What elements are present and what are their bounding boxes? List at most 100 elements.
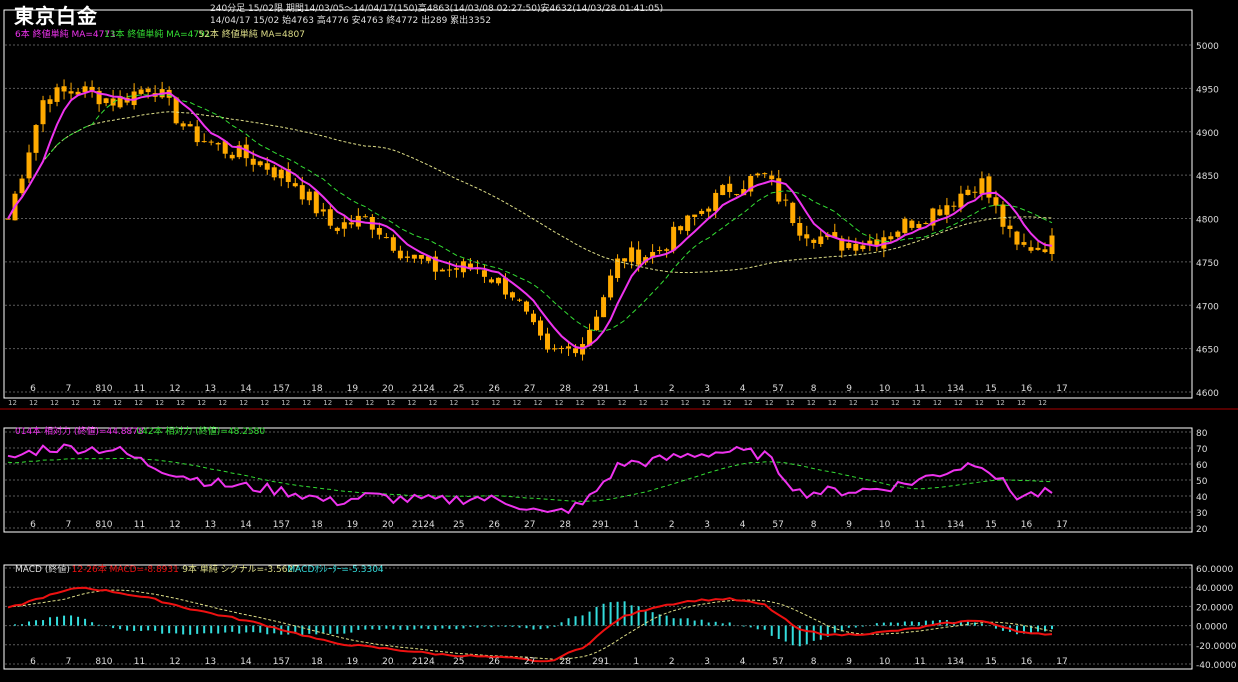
price-candle-body bbox=[285, 169, 291, 182]
rsi-date-label: 810 bbox=[95, 520, 112, 530]
price-date-label: 9 bbox=[846, 384, 852, 394]
price-candle-body bbox=[327, 209, 333, 226]
price-candle-body bbox=[755, 173, 761, 176]
price-time-tick: 12 bbox=[302, 399, 311, 407]
price-date-label: 157 bbox=[273, 384, 290, 394]
price-time-tick: 12 bbox=[681, 399, 690, 407]
rsi-date-label: 57 bbox=[772, 520, 783, 530]
price-candle-body bbox=[145, 88, 151, 93]
price-candle-body bbox=[559, 347, 565, 349]
rsi-date-label: 27 bbox=[524, 520, 535, 530]
price-candle-body bbox=[629, 247, 635, 262]
rsi-ytick: 30 bbox=[1196, 509, 1208, 519]
price-time-tick: 12 bbox=[723, 399, 732, 407]
price-candle-body bbox=[1035, 247, 1041, 250]
macd-ytick: -40.0000 bbox=[1196, 661, 1237, 671]
price-candle-body bbox=[404, 256, 410, 258]
price-candle-body bbox=[902, 218, 908, 233]
rsi-date-label: 4 bbox=[740, 520, 746, 530]
price-time-tick: 12 bbox=[660, 399, 669, 407]
rsi-date-label: 17 bbox=[1056, 520, 1067, 530]
price-ytick: 4900 bbox=[1196, 129, 1219, 139]
price-candle-body bbox=[89, 86, 95, 91]
price-candle-body bbox=[488, 279, 494, 283]
macd-date-label: 4 bbox=[740, 657, 746, 667]
price-time-tick: 12 bbox=[702, 399, 711, 407]
price-candle-body bbox=[937, 209, 943, 216]
price-candle-body bbox=[678, 226, 684, 231]
price-candle-body bbox=[26, 152, 32, 179]
price-candle-body bbox=[516, 299, 522, 301]
price-date-label: 1 bbox=[633, 384, 639, 394]
price-time-tick: 12 bbox=[597, 399, 606, 407]
macd-date-label: 810 bbox=[95, 657, 112, 667]
price-date-label: 16 bbox=[1021, 384, 1033, 394]
price-candle-body bbox=[138, 89, 144, 94]
price-candle-body bbox=[769, 175, 775, 180]
price-candle-body bbox=[888, 236, 894, 240]
rsi-date-label: 25 bbox=[453, 520, 464, 530]
price-candle-body bbox=[587, 329, 593, 346]
price-date-label: 3 bbox=[704, 384, 710, 394]
rsi14-line bbox=[7, 443, 1053, 515]
rsi-date-label: 2124 bbox=[412, 520, 435, 530]
rsi-date-label: 9 bbox=[846, 520, 852, 530]
price-ytick: 4850 bbox=[1196, 172, 1219, 182]
macd-line bbox=[7, 586, 1053, 663]
price-candle-body bbox=[748, 175, 754, 192]
price-candle-body bbox=[846, 243, 852, 249]
price-time-tick: 12 bbox=[954, 399, 963, 407]
price-date-label: 134 bbox=[947, 384, 964, 394]
price-candle-body bbox=[299, 185, 305, 200]
rsi-date-label: 26 bbox=[489, 520, 501, 530]
price-panel-frame bbox=[3, 9, 1193, 399]
macd-date-label: 157 bbox=[273, 657, 290, 667]
price-date-label: 18 bbox=[311, 384, 323, 394]
price-candle-body bbox=[446, 269, 452, 271]
rsi-ytick: 50 bbox=[1196, 477, 1208, 487]
macd-ytick: 40.0000 bbox=[1196, 584, 1233, 594]
macd-date-label: 11 bbox=[914, 657, 925, 667]
rsi-date-label: 2 bbox=[669, 520, 675, 530]
price-candle-body bbox=[481, 270, 487, 277]
rsi-date-label: 13 bbox=[205, 520, 216, 530]
price-candle-body bbox=[432, 256, 438, 272]
price-candle-body bbox=[453, 268, 459, 270]
price-date-label: 2124 bbox=[412, 384, 435, 394]
price-candle-body bbox=[208, 141, 214, 143]
price-candle-body bbox=[243, 144, 249, 159]
price-candle-body bbox=[839, 238, 845, 251]
price-candle-body bbox=[376, 228, 382, 235]
price-candle-body bbox=[874, 239, 880, 247]
price-candle-body bbox=[776, 178, 782, 202]
price-candle-body bbox=[271, 167, 277, 178]
price-candle-body bbox=[916, 223, 922, 228]
rsi-legend-entry: 014本 相対力 (終値)=44.8878 bbox=[15, 425, 144, 437]
price-candle-body bbox=[958, 193, 964, 208]
macd-date-label: 57 bbox=[772, 657, 783, 667]
macd-date-label: 10 bbox=[879, 657, 891, 667]
macd-date-label: 25 bbox=[453, 657, 464, 667]
price-candle-body bbox=[75, 91, 81, 95]
macd-ytick: 60.0000 bbox=[1196, 565, 1233, 575]
macd-date-label: 15 bbox=[985, 657, 996, 667]
price-time-tick: 12 bbox=[491, 399, 500, 407]
rsi-date-label: 16 bbox=[1021, 520, 1033, 530]
price-time-tick: 12 bbox=[639, 399, 648, 407]
price-candle-body bbox=[131, 91, 137, 106]
rsi-date-label: 18 bbox=[311, 520, 323, 530]
price-candle-body bbox=[341, 222, 347, 229]
rsi-date-label: 14 bbox=[240, 520, 252, 530]
price-time-tick: 12 bbox=[786, 399, 795, 407]
price-date-label: 19 bbox=[347, 384, 359, 394]
price-date-label: 2 bbox=[669, 384, 675, 394]
price-candle-body bbox=[411, 254, 417, 259]
rsi-date-label: 3 bbox=[704, 520, 710, 530]
latest-bar-summary: 14/04/17 15/02 始4763 高4776 安4763 終4772 出… bbox=[210, 16, 492, 26]
price-time-tick: 12 bbox=[323, 399, 332, 407]
price-time-tick: 12 bbox=[29, 399, 38, 407]
price-candle-body bbox=[783, 199, 789, 201]
rsi-legend-entry: 042本 相対力 (終値)=48.2580 bbox=[136, 425, 265, 437]
macd-date-label: 1 bbox=[633, 657, 639, 667]
price-ytick: 4650 bbox=[1196, 346, 1219, 356]
